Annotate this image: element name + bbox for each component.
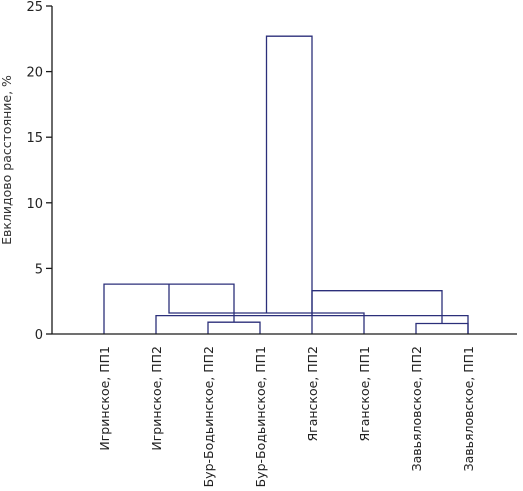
dendrogram-link [415, 322, 469, 334]
leaf-label: Завьяловское, ПП2 [409, 346, 424, 471]
y-ticks: 0 5 10 15 20 25 [26, 0, 52, 343]
y-tick-label: 0 [35, 328, 43, 343]
dendrogram-links [103, 35, 469, 334]
y-tick-label: 15 [26, 131, 43, 146]
axes [51, 6, 517, 335]
leaf-label: Завьяловское, ПП1 [461, 346, 476, 471]
leaf-label: Бур-Бодьинское, ПП2 [201, 346, 216, 487]
dendrogram-link [265, 35, 313, 316]
leaf-label: Бур-Бодьинское, ПП1 [253, 346, 268, 487]
leaf-label: Игринское, ПП1 [97, 346, 112, 451]
dendrogram-link [311, 290, 443, 334]
dendrogram-link [207, 321, 261, 334]
y-tick-label: 25 [26, 0, 43, 15]
y-axis-label: Евклидово расстояние, % [0, 75, 14, 245]
leaf-labels: Игринское, ПП1 Игринское, ПП2 Бур-Бодьинск… [97, 346, 476, 487]
leaf-label: Игринское, ПП2 [149, 346, 164, 451]
leaf-label: Яганское, ПП2 [305, 346, 320, 442]
y-tick-label: 20 [26, 66, 43, 81]
y-tick-label: 5 [35, 262, 43, 277]
leaf-label: Яганское, ПП1 [357, 346, 372, 442]
y-tick-label: 10 [26, 197, 43, 212]
